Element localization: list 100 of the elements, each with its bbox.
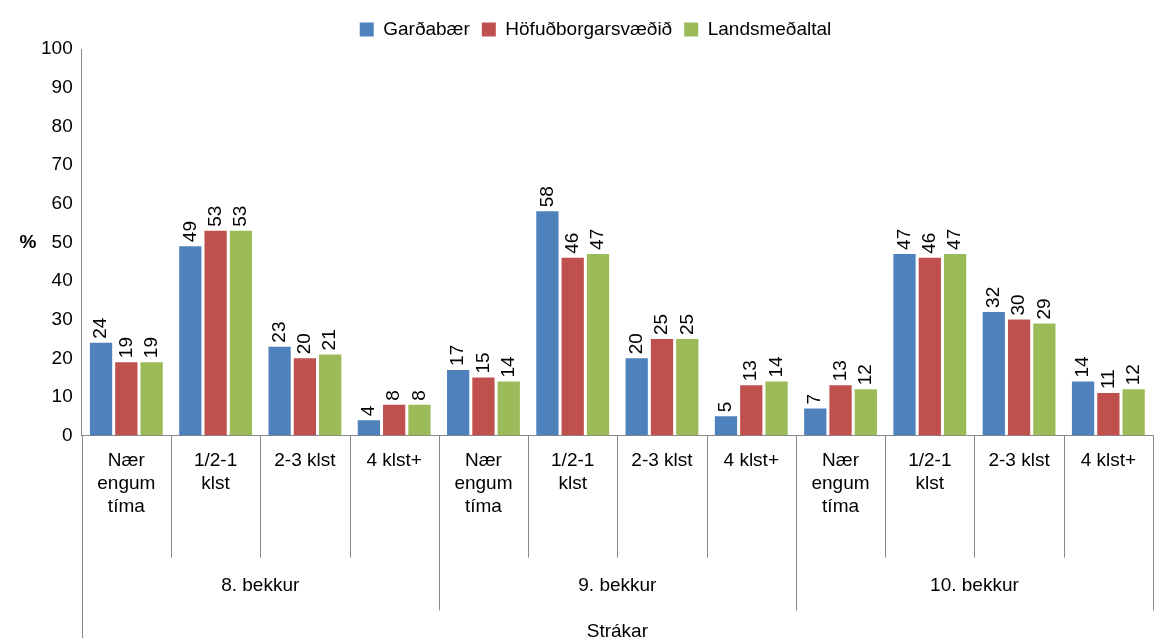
data-label: 14 <box>764 355 786 378</box>
data-label: 30 <box>1007 294 1029 316</box>
text: Strákar <box>586 619 649 641</box>
bar <box>765 381 788 436</box>
y-tick-label: 20 <box>51 346 73 368</box>
y-tick-label: 80 <box>51 114 73 136</box>
bar <box>89 342 113 436</box>
data-label: 14 <box>496 355 518 378</box>
data-label: 14 <box>1071 355 1093 378</box>
bar <box>829 385 852 436</box>
data-label: 20 <box>293 333 315 355</box>
x-tick-label: 1/2-1 klst <box>908 449 952 494</box>
x-tick-label: 1/2-1 klst <box>193 449 238 494</box>
bar <box>854 389 877 436</box>
bar <box>115 362 138 436</box>
data-label: 32 <box>982 286 1004 308</box>
data-label: 53 <box>229 205 251 227</box>
bar <box>179 246 202 436</box>
y-axis-title: % <box>19 230 37 252</box>
bar <box>268 346 291 436</box>
y-tick-label: 70 <box>51 153 73 175</box>
legend-label: Höfuðborgarsvæðið <box>505 17 673 39</box>
data-label: 23 <box>267 321 289 343</box>
bar <box>319 354 342 436</box>
bar <box>650 338 674 436</box>
data-label: 17 <box>446 344 468 366</box>
data-label: 12 <box>854 364 876 386</box>
data-label: 29 <box>1032 298 1054 320</box>
data-label: 15 <box>471 352 493 374</box>
bar <box>625 358 648 436</box>
bar <box>472 377 495 436</box>
bar <box>1097 393 1120 436</box>
data-label: 53 <box>203 205 225 227</box>
y-tick-label: 0 <box>62 423 73 445</box>
data-label: 21 <box>318 329 340 351</box>
data-label: 49 <box>178 221 200 243</box>
x-tick-label: 4 klst+ <box>723 449 779 471</box>
bar <box>293 358 317 436</box>
bar <box>408 404 431 436</box>
y-tick-label: 40 <box>51 269 73 291</box>
data-label: 7 <box>803 393 825 405</box>
y-tick-label: 10 <box>51 385 73 407</box>
bar <box>357 420 380 436</box>
bar <box>204 230 227 436</box>
y-tick-label: 100 <box>41 37 73 59</box>
data-label: 25 <box>675 313 697 335</box>
y-tick-label: 50 <box>51 230 73 252</box>
bar <box>982 311 1005 436</box>
x-tick-label: Nær engum tíma <box>97 449 156 516</box>
data-label: 20 <box>624 333 646 355</box>
data-label: 46 <box>560 232 582 254</box>
data-label: 11 <box>1096 369 1118 390</box>
bar <box>1122 389 1145 436</box>
bar <box>804 408 827 436</box>
y-tick-label: 30 <box>51 307 73 329</box>
data-label: 47 <box>892 228 914 250</box>
data-label: 47 <box>943 228 965 250</box>
x-tick-label: 4 klst+ <box>366 449 422 471</box>
bar <box>893 253 916 436</box>
data-label: 4 <box>357 405 379 417</box>
x-tick-label: 2-3 klst <box>274 449 337 471</box>
y-tick-label: 60 <box>51 191 73 213</box>
data-label: 12 <box>1121 364 1143 386</box>
legend-label: Landsmeðaltal <box>707 17 832 39</box>
data-label: 46 <box>918 232 940 254</box>
x-tick-label: 2-3 klst <box>631 449 694 471</box>
data-label: 5 <box>714 401 736 413</box>
data-label: 8 <box>407 390 429 401</box>
text: 9. bekkur <box>578 573 658 595</box>
bar <box>676 338 699 436</box>
data-label: 25 <box>650 313 672 335</box>
bar <box>1007 319 1031 436</box>
x-tick-label: Nær engum tíma <box>811 449 870 516</box>
x-tick-label: 4 klst+ <box>1080 449 1137 471</box>
bar <box>561 257 584 436</box>
x-tick-label: 2-3 klst <box>988 449 1051 471</box>
data-label: 19 <box>139 337 161 359</box>
data-label: 19 <box>114 337 136 359</box>
bar <box>943 253 967 436</box>
bar <box>714 416 738 436</box>
data-label: 13 <box>739 360 761 382</box>
bar <box>1033 323 1056 436</box>
bar <box>497 381 520 436</box>
x-tick-label: Nær engum tíma <box>454 449 513 516</box>
bar <box>1071 381 1095 436</box>
bar <box>229 230 253 436</box>
bar <box>740 385 763 436</box>
bar <box>536 211 559 436</box>
bar <box>586 253 610 436</box>
data-label: 8 <box>382 390 404 401</box>
bar <box>447 369 470 436</box>
y-tick-label: 90 <box>51 75 73 97</box>
data-label: 47 <box>586 228 608 250</box>
bar <box>918 257 941 436</box>
data-label: 13 <box>828 360 850 382</box>
text: 8. bekkur <box>221 573 300 595</box>
text: 10. bekkur <box>930 573 1020 595</box>
bar <box>140 362 163 436</box>
x-tick-label: 1/2-1 klst <box>551 449 595 494</box>
legend-label: Garðabær <box>383 17 471 39</box>
